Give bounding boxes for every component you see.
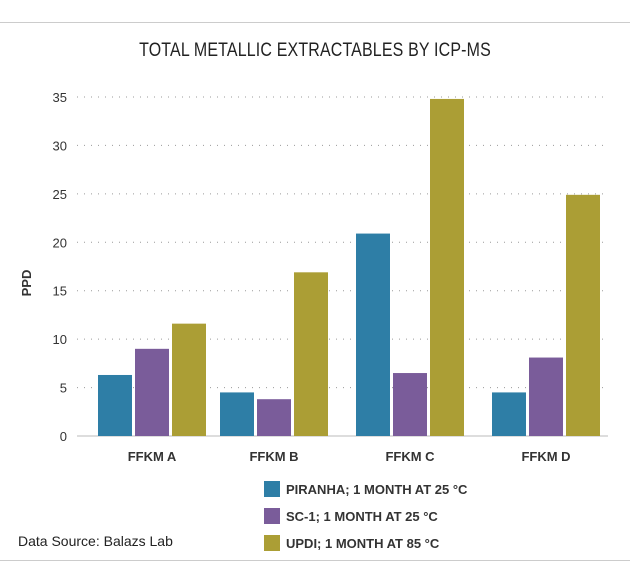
legend-label-updi: UPDI; 1 MONTH AT 85 °C <box>286 535 440 551</box>
bar <box>356 233 390 436</box>
top-rule <box>0 22 630 23</box>
x-tick-label: FFKM B <box>249 449 298 464</box>
y-tick-label: 0 <box>60 429 67 444</box>
y-tick-label: 35 <box>53 90 67 105</box>
legend-label-piranha: PIRANHA; 1 MONTH AT 25 °C <box>286 481 468 497</box>
y-tick-label: 20 <box>53 235 67 250</box>
bar <box>294 272 328 436</box>
chart-title: TOTAL METALLIC EXTRACTABLES BY ICP-MS <box>139 40 491 61</box>
bottom-rule <box>0 560 630 561</box>
y-tick-label: 30 <box>53 138 67 153</box>
x-tick-label: FFKM D <box>521 449 570 464</box>
y-tick-label: 25 <box>53 187 67 202</box>
bar <box>492 392 526 436</box>
x-tick-label: FFKM C <box>385 449 435 464</box>
y-tick-label: 5 <box>60 381 67 396</box>
bar <box>257 399 291 436</box>
legend-item-piranha: PIRANHA; 1 MONTH AT 25 °C <box>264 479 467 499</box>
bar <box>529 357 563 436</box>
y-axis-label: PPD <box>19 270 34 297</box>
legend-item-updi: UPDI; 1 MONTH AT 85 °C <box>264 533 467 553</box>
legend: PIRANHA; 1 MONTH AT 25 °C SC-1; 1 MONTH … <box>264 479 467 560</box>
legend-label-sc1: SC-1; 1 MONTH AT 25 °C <box>286 508 438 524</box>
y-tick-label: 10 <box>53 332 67 347</box>
legend-swatch-piranha <box>264 481 280 497</box>
data-source: Data Source: Balazs Lab <box>18 533 173 549</box>
legend-swatch-sc1 <box>264 508 280 524</box>
bar <box>566 194 600 436</box>
y-tick-label: 15 <box>53 284 67 299</box>
bar <box>393 373 427 436</box>
bar <box>430 98 464 437</box>
x-tick-label: FFKM A <box>128 449 177 464</box>
bar <box>220 392 254 436</box>
legend-swatch-updi <box>264 535 280 551</box>
bar <box>98 374 132 436</box>
legend-item-sc1: SC-1; 1 MONTH AT 25 °C <box>264 506 467 526</box>
bar <box>172 323 206 436</box>
bar <box>135 348 169 436</box>
